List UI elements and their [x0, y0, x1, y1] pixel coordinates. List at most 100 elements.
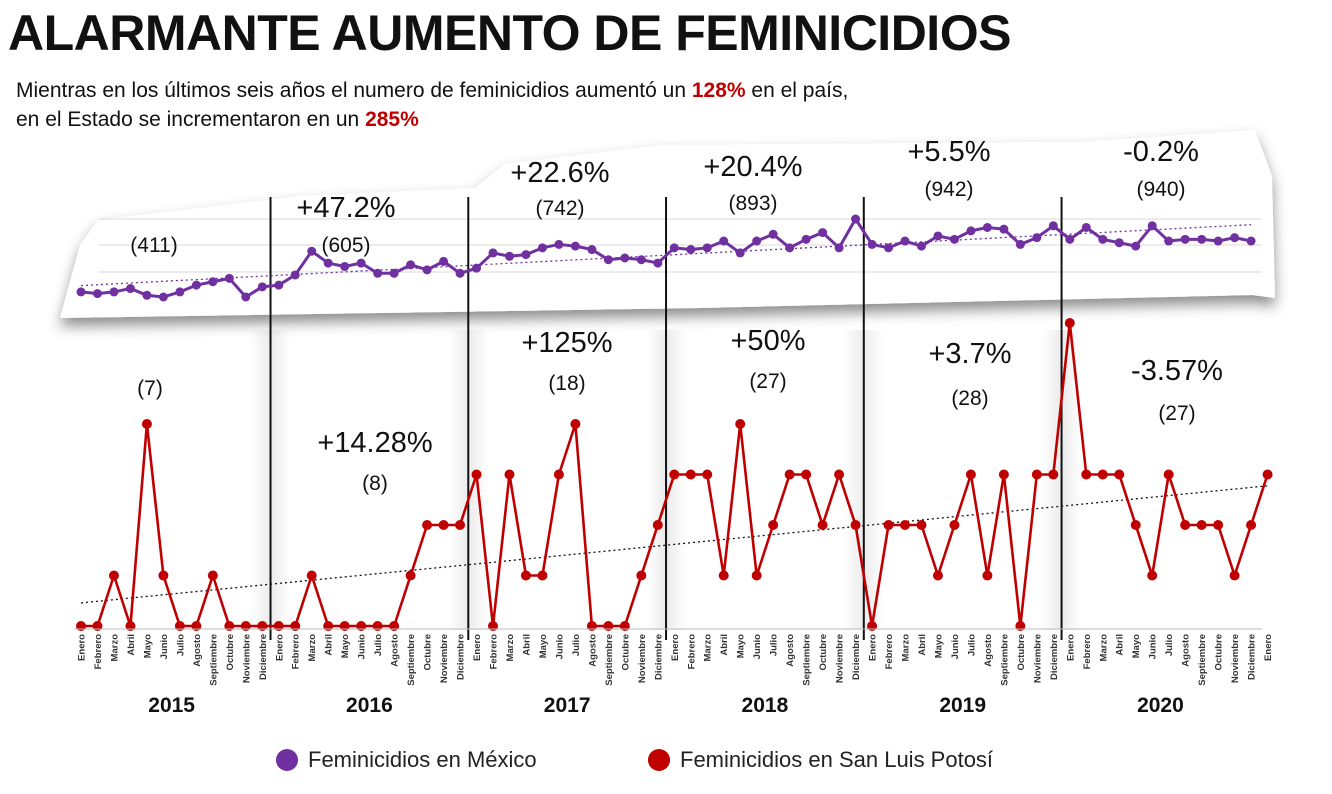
month-tick-label: Junio — [950, 634, 961, 660]
mexico-point — [92, 289, 102, 299]
year-label: 2016 — [346, 694, 393, 717]
mexico-point — [439, 256, 449, 266]
mexico-point — [307, 246, 317, 256]
chart-subtitle: Mientras en los últimos seis años el num… — [16, 76, 848, 134]
mexico-point — [554, 239, 564, 249]
month-tick-label: Julio — [571, 634, 582, 656]
mexico-point — [949, 234, 959, 244]
month-tick-label: Septiembre — [802, 634, 813, 686]
slp-point — [1213, 520, 1224, 530]
month-tick-label: Enero — [1263, 634, 1274, 661]
slp-point — [504, 469, 515, 480]
slp-point — [455, 520, 466, 530]
mexico-point — [1065, 234, 1075, 244]
mexico-point — [785, 243, 795, 253]
national-increase-value: 128% — [691, 79, 746, 102]
slp-point — [306, 570, 317, 581]
month-tick-label: Septiembre — [406, 634, 417, 686]
mexico-series — [76, 214, 1256, 302]
mexico-point — [158, 292, 168, 302]
mexico-point — [521, 250, 531, 260]
slp-point — [1229, 570, 1240, 581]
month-tick-label: Febrero — [291, 634, 302, 670]
slp-point — [1163, 469, 1174, 480]
mexico-point — [1098, 234, 1108, 244]
month-tick-label: Diciembre — [258, 634, 269, 680]
mexico-point — [867, 239, 877, 249]
month-tick-label: Junio — [357, 634, 368, 660]
mexico-point — [224, 273, 234, 283]
slp-total-label: (27) — [1158, 402, 1195, 425]
chart-title: ALARMANTE AUMENTO DE FEMINICIDIOS — [8, 5, 1011, 61]
mexico-point — [982, 222, 992, 232]
month-tick-label: Marzo — [703, 634, 714, 662]
mexico-point — [1114, 238, 1124, 248]
month-tick-label: Octubre — [423, 634, 434, 670]
mexico-total-label: (893) — [728, 192, 777, 215]
mexico-point — [488, 248, 498, 258]
mexico-point — [241, 292, 251, 302]
mexico-point — [323, 258, 333, 268]
mexico-point — [768, 229, 778, 239]
mexico-point — [257, 282, 267, 292]
mexico-point — [916, 241, 926, 251]
slp-point — [817, 520, 828, 530]
mexico-point — [406, 260, 416, 270]
mexico-change-label: +20.4% — [703, 151, 802, 183]
month-tick-label: Junio — [159, 634, 170, 660]
month-tick-label: Noviembre — [835, 634, 846, 683]
month-tick-label: Noviembre — [241, 634, 252, 683]
mexico-point — [587, 245, 597, 255]
month-tick-label: Febrero — [884, 634, 895, 670]
legend-marker-slp — [648, 749, 670, 771]
slp-total-label: (28) — [951, 387, 988, 410]
mexico-point — [884, 243, 894, 253]
mexico-point — [818, 228, 828, 238]
mexico-point — [669, 243, 679, 253]
month-tick-label: Enero — [77, 634, 88, 661]
month-tick-label: Junio — [554, 634, 565, 660]
slp-point — [570, 419, 581, 429]
month-tick-label: Agosto — [1181, 634, 1192, 667]
month-tick-label: Agosto — [785, 634, 796, 667]
slp-point — [438, 520, 449, 530]
mexico-point — [735, 248, 745, 258]
slp-point — [900, 520, 910, 530]
mexico-point — [1213, 236, 1223, 246]
year-label: 2020 — [1137, 694, 1184, 717]
x-axis: Enero Febrero Marzo Abril Mayo Junio Julio Agos… — [74, 628, 1274, 717]
slp-point — [801, 469, 812, 480]
month-tick-label: Enero — [274, 634, 285, 661]
month-tick-label: Marzo — [307, 634, 318, 662]
slp-point — [1048, 469, 1059, 480]
mexico-point — [851, 214, 861, 224]
slp-change-label: +3.7% — [928, 338, 1011, 370]
slp-point — [1130, 520, 1141, 530]
slp-point — [652, 520, 663, 530]
year-label: 2015 — [148, 694, 195, 717]
slp-change-label: +50% — [731, 325, 806, 357]
mexico-point — [1164, 236, 1174, 246]
slp-point — [916, 520, 927, 530]
slp-point — [141, 419, 152, 429]
slp-point — [405, 570, 416, 581]
month-tick-label: Julio — [1164, 634, 1175, 656]
mexico-point — [603, 255, 613, 265]
mexico-total-label: (411) — [130, 234, 177, 257]
mexico-change-label: -0.2% — [1123, 136, 1199, 168]
month-tick-label: Julio — [175, 634, 186, 656]
slp-point — [1081, 469, 1092, 480]
month-tick-label: Noviembre — [1230, 634, 1241, 683]
mexico-point — [702, 243, 712, 253]
month-tick-label: Septiembre — [1197, 634, 1208, 686]
slp-point — [718, 570, 729, 581]
mexico-point — [1246, 236, 1256, 246]
slp-change-label: -3.57% — [1131, 355, 1223, 387]
slp-point — [1031, 469, 1042, 480]
slp-point — [108, 570, 119, 581]
month-tick-label: Febrero — [1082, 634, 1093, 670]
subtitle-line-2: en el Estado se incrementaron en un 285% — [16, 105, 848, 134]
month-tick-label: Septiembre — [604, 634, 615, 686]
month-tick-label: Agosto — [192, 634, 203, 667]
